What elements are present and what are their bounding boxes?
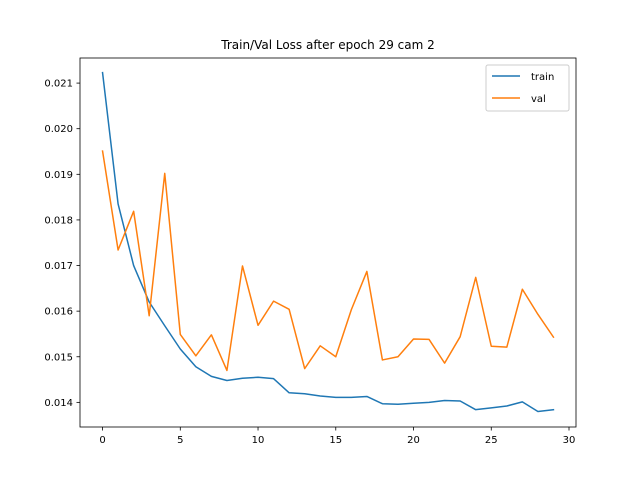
x-tick-label: 10 (252, 435, 265, 446)
y-tick-label: 0.017 (44, 261, 73, 272)
y-tick-label: 0.019 (44, 170, 73, 181)
series-line-val (101, 150, 555, 372)
x-tick-label: 15 (329, 435, 342, 446)
y-tick-label: 0.020 (44, 124, 73, 135)
series-line-train (101, 71, 555, 413)
x-tick-label: 20 (407, 435, 420, 446)
y-tick-label: 0.015 (44, 352, 73, 363)
plot-area: 0 5 10 15 20 25 30 0.014 0.015 0.016 0.017 0.018 0.0… (44, 57, 577, 446)
x-tick-label: 25 (485, 435, 498, 446)
chart-title: Train/Val Loss after epoch 29 cam 2 (220, 38, 435, 52)
axes-frame (79, 57, 577, 428)
legend-label-val: val (531, 94, 546, 105)
y-tick-label: 0.016 (44, 307, 73, 318)
y-tick-label: 0.014 (44, 398, 73, 409)
x-tick-label: 0 (99, 435, 105, 446)
x-tick-label: 5 (177, 435, 183, 446)
x-tick-label: 30 (563, 435, 576, 446)
y-tick-label: 0.021 (44, 79, 73, 90)
legend-box (485, 64, 570, 112)
legend-label-train: train (531, 72, 554, 83)
y-tick-label: 0.018 (44, 215, 73, 226)
